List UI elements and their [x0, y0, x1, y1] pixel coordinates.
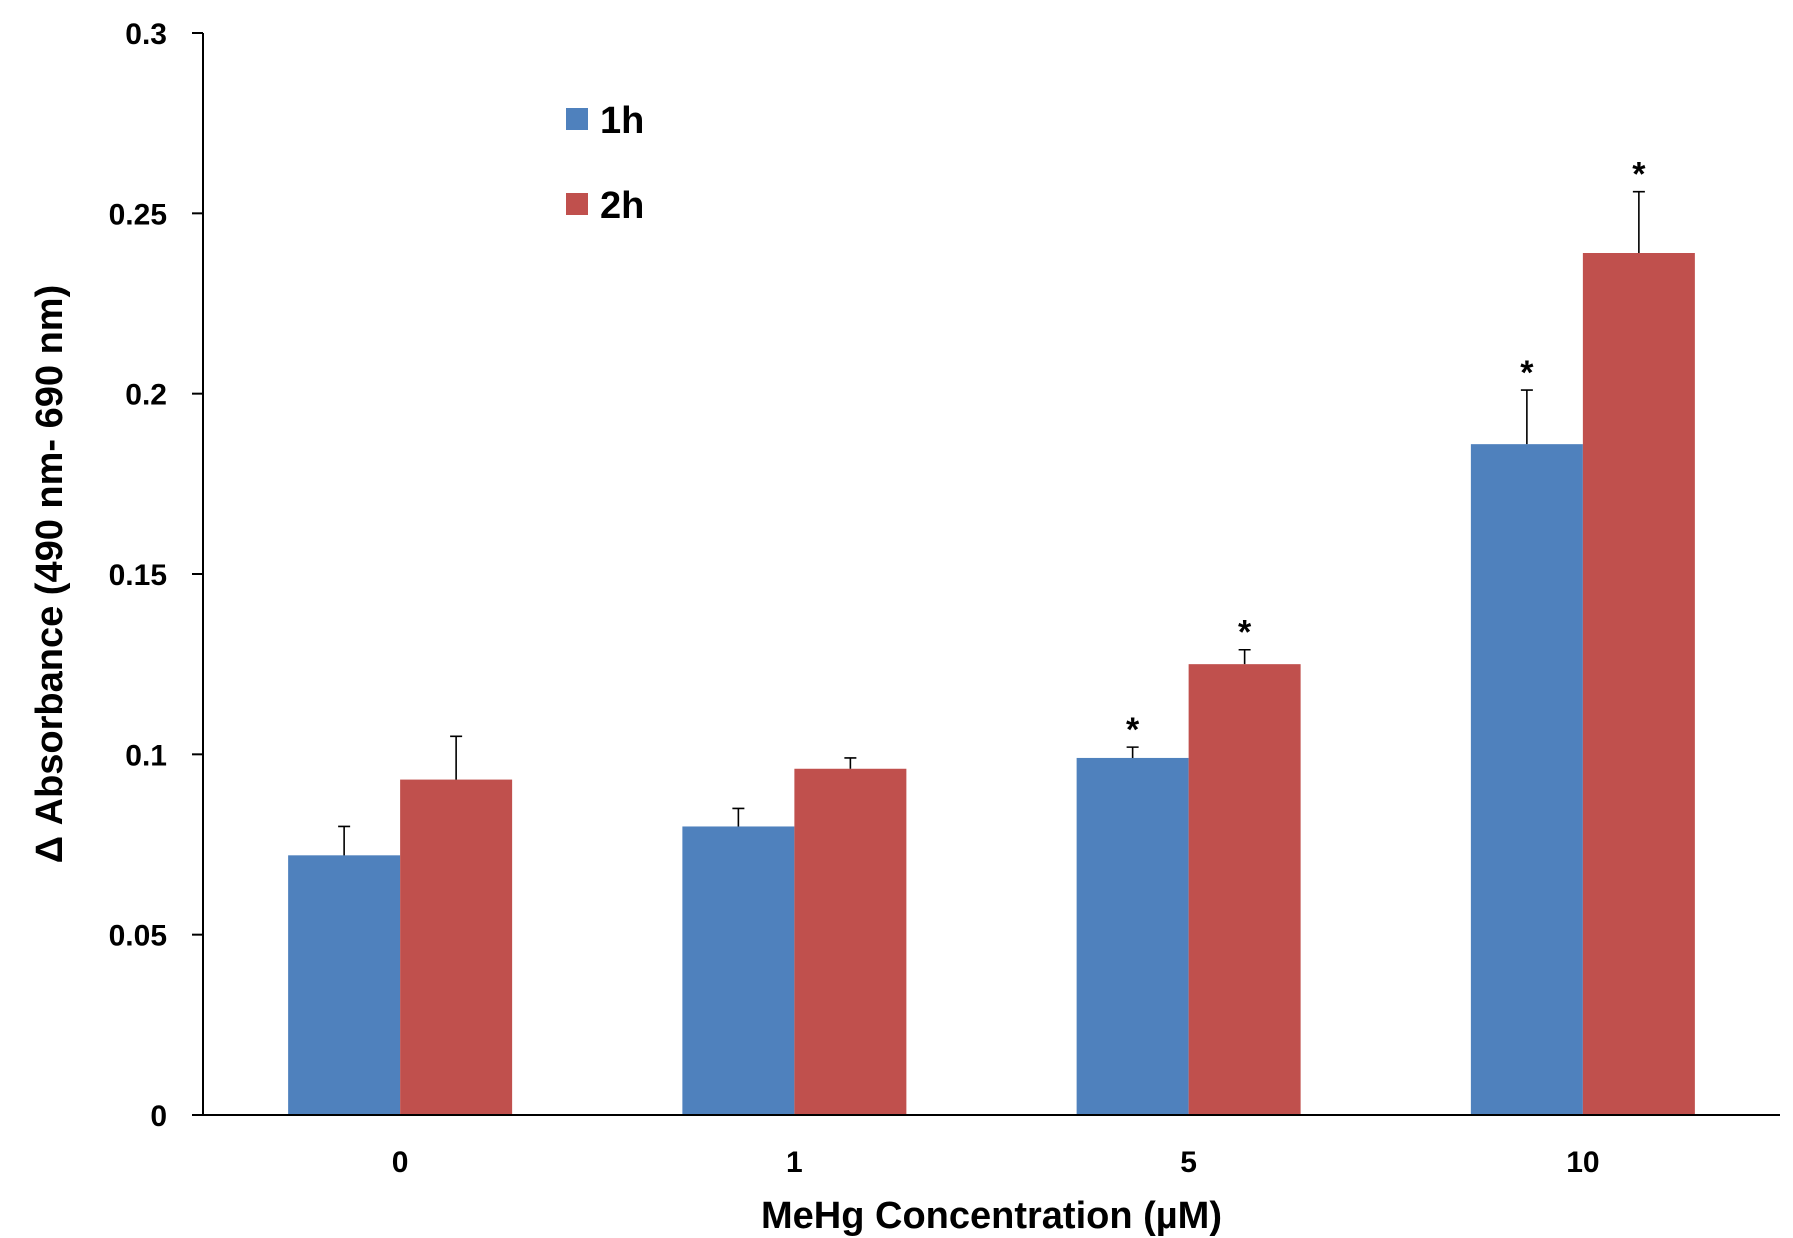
significance-marker: *: [1238, 614, 1252, 652]
error-bar-1h-10: [1520, 389, 1533, 445]
x-axis: 0 1 5 10: [203, 1114, 1780, 1179]
significance-marker: *: [1632, 156, 1646, 194]
x-tick-label: 0: [392, 1146, 409, 1179]
error-bar-1h-1: [732, 807, 745, 827]
y-tick-label: 0.1: [125, 739, 167, 772]
x-tick-label: 5: [1180, 1146, 1197, 1179]
x-tick-label: 10: [1566, 1146, 1599, 1179]
error-bar-2h-10: [1632, 190, 1645, 254]
bar-1h-0: [288, 855, 401, 1115]
legend: 1h 2h: [566, 100, 644, 227]
bar-1h-10: [1470, 444, 1583, 1115]
bar-2h-0: [400, 779, 513, 1115]
y-ticks: 0 0.05 0.1 0.15 0.2 0.25 0.3: [109, 18, 203, 1133]
error-bar-2h-5: [1238, 648, 1251, 665]
error-bar-1h-5: [1126, 746, 1139, 758]
y-tick-label: 0.25: [109, 198, 167, 231]
bar-group-10: **: [1470, 156, 1695, 1116]
legend-swatch-1h: [566, 108, 588, 130]
bar-1h-1: [682, 826, 795, 1115]
bar-group-1: [682, 757, 907, 1115]
y-tick-label: 0: [150, 1100, 167, 1133]
error-bar-2h-1: [844, 757, 857, 769]
bar-2h-1: [794, 768, 907, 1115]
significance-marker: *: [1520, 354, 1534, 392]
y-tick-label: 0.3: [125, 18, 167, 51]
error-bar-1h-0: [338, 825, 351, 856]
significance-marker: *: [1126, 711, 1140, 749]
bar-2h-5: [1188, 664, 1301, 1115]
x-ticks: 0 1 5 10: [392, 1146, 1600, 1179]
bar-group-5: **: [1076, 614, 1301, 1115]
y-tick-label: 0.05: [109, 920, 167, 953]
y-tick-label: 0.2: [125, 379, 167, 412]
x-axis-title: MeHg Concentration (µM): [761, 1195, 1222, 1237]
bar-2h-10: [1582, 253, 1695, 1116]
x-tick-label: 1: [786, 1146, 803, 1179]
legend-swatch-2h: [566, 193, 588, 215]
bar-1h-5: [1076, 757, 1189, 1115]
bar-group-0: [288, 735, 513, 1115]
y-tick-label: 0.15: [109, 559, 167, 592]
y-axis-title: Δ Absorbance (490 nm- 690 nm): [29, 285, 71, 863]
error-bar-2h-0: [450, 735, 463, 780]
legend-label-1h: 1h: [600, 100, 644, 142]
plot-area: ****: [288, 156, 1695, 1116]
y-axis: 0 0.05 0.1 0.15 0.2 0.25 0.3: [109, 18, 204, 1133]
legend-label-2h: 2h: [600, 185, 644, 227]
